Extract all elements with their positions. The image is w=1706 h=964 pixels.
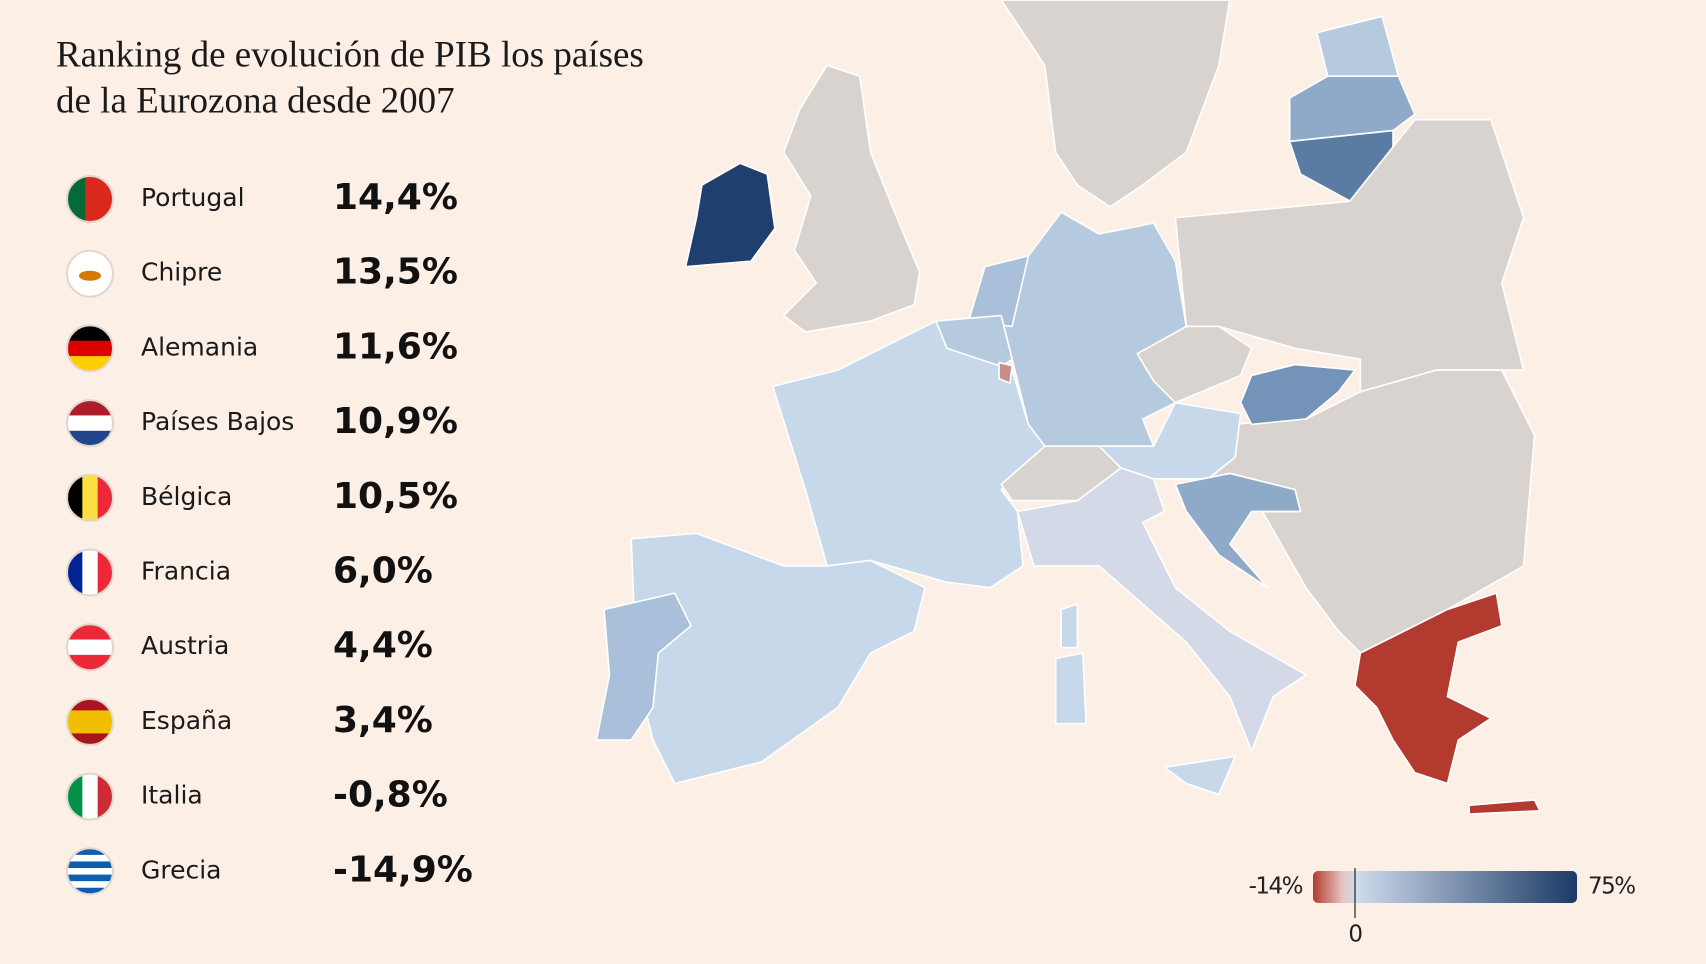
- country-shape: [1354, 592, 1503, 785]
- country-value: -14,9%: [333, 849, 473, 890]
- flag-ring: [66, 623, 114, 672]
- country-shape: [967, 254, 1030, 328]
- country-value: 10,5%: [333, 476, 458, 517]
- country-shape: [1060, 603, 1079, 649]
- flag-ring: [66, 847, 114, 896]
- country-shape: [1163, 755, 1237, 796]
- country-name: Italia: [141, 781, 203, 810]
- country-shape: [630, 532, 926, 785]
- flag: [66, 324, 114, 373]
- flag-stripe: [67, 861, 113, 869]
- flag-body: [67, 176, 113, 222]
- country-name: Chipre: [141, 258, 222, 287]
- country-shape: [1288, 75, 1416, 143]
- country-name: Portugal: [141, 183, 245, 212]
- country-shape: [1136, 325, 1253, 404]
- flag-stripe: [82, 773, 99, 820]
- country-shape: [1316, 15, 1400, 77]
- flag-stripe: [67, 848, 113, 856]
- flag-stripe: [94, 176, 105, 222]
- country-name: Alemania: [141, 332, 258, 361]
- country-shape: [1000, 211, 1188, 448]
- flag-stripe: [76, 176, 86, 222]
- country-value: 14,4%: [333, 177, 458, 218]
- country-value: 13,5%: [333, 252, 458, 293]
- title-line: Ranking de evolución de PIB los países: [56, 34, 644, 75]
- legend-zero: 0: [1348, 922, 1362, 948]
- map: [595, 0, 1541, 815]
- country-shape: [1000, 445, 1122, 502]
- flag: [66, 847, 114, 896]
- country-shape: [1054, 652, 1087, 725]
- country-shape: [782, 64, 921, 333]
- country-shape: [1016, 467, 1307, 752]
- flag: [66, 399, 114, 448]
- flag-stripe: [67, 639, 113, 656]
- flag-ring: [66, 399, 114, 448]
- flag-ring: [66, 697, 114, 746]
- flag-stripe: [67, 710, 113, 723]
- flag-stripe: [67, 854, 113, 862]
- flag-stripe: [67, 881, 113, 889]
- country-shape: [1239, 363, 1356, 426]
- country-shape: [1000, 0, 1231, 208]
- country-shape: [998, 361, 1013, 384]
- flag-ring: [66, 324, 114, 373]
- legend: -14% 75% 0: [1249, 868, 1637, 948]
- country-shape: [1468, 799, 1541, 815]
- ranking-list: Portugal 14,4% Chipre 13,5% Alemania 11,6% Paí…: [66, 175, 473, 896]
- country-name: Bélgica: [141, 482, 232, 511]
- flag-stripe: [67, 733, 113, 745]
- flag-stripe: [67, 415, 113, 432]
- flag-emblem: [79, 270, 101, 281]
- country-value: -0,8%: [333, 775, 448, 816]
- flag-stripe: [67, 721, 113, 734]
- flag-ring: [66, 548, 114, 597]
- country-value: 6,0%: [333, 551, 433, 592]
- title-line: de la Eurozona desde 2007: [56, 80, 455, 121]
- flag-stripe: [67, 887, 113, 895]
- country-name: Países Bajos: [141, 407, 294, 436]
- country-name: Grecia: [141, 855, 222, 884]
- flag: [66, 175, 114, 223]
- flag: [66, 697, 114, 746]
- flag-ring: [66, 175, 114, 223]
- flag-stripe: [67, 874, 113, 882]
- flag-body: [67, 250, 113, 297]
- country-name: España: [141, 706, 232, 735]
- flag: [66, 548, 114, 597]
- flag-stripe: [103, 176, 113, 222]
- country-shape: [595, 592, 692, 741]
- legend-min: -14%: [1249, 874, 1303, 900]
- flag: [66, 772, 114, 821]
- flag-body: [67, 848, 113, 895]
- flag-stripe: [82, 474, 99, 521]
- flag-ring: [66, 249, 114, 298]
- country-shape: [684, 162, 776, 268]
- flag-stripe: [67, 176, 77, 222]
- flag: [66, 473, 114, 522]
- flag-stripe: [82, 549, 99, 596]
- flag-stripe: [67, 868, 113, 876]
- country-name: Francia: [141, 557, 231, 586]
- country-value: 4,4%: [333, 625, 433, 666]
- flag: [66, 249, 114, 298]
- flag-ring: [66, 473, 114, 522]
- flag-ring: [66, 772, 114, 821]
- country-value: 3,4%: [333, 700, 433, 741]
- flag-stripe: [85, 176, 96, 222]
- flag-stripe: [67, 340, 113, 357]
- country-value: 11,6%: [333, 326, 458, 367]
- country-name: Austria: [141, 631, 229, 660]
- country-value: 10,9%: [333, 401, 458, 442]
- legend-max: 75%: [1588, 874, 1635, 900]
- flag: [66, 623, 114, 672]
- country-shape: [1174, 472, 1302, 589]
- legend-gradient: [1313, 871, 1577, 903]
